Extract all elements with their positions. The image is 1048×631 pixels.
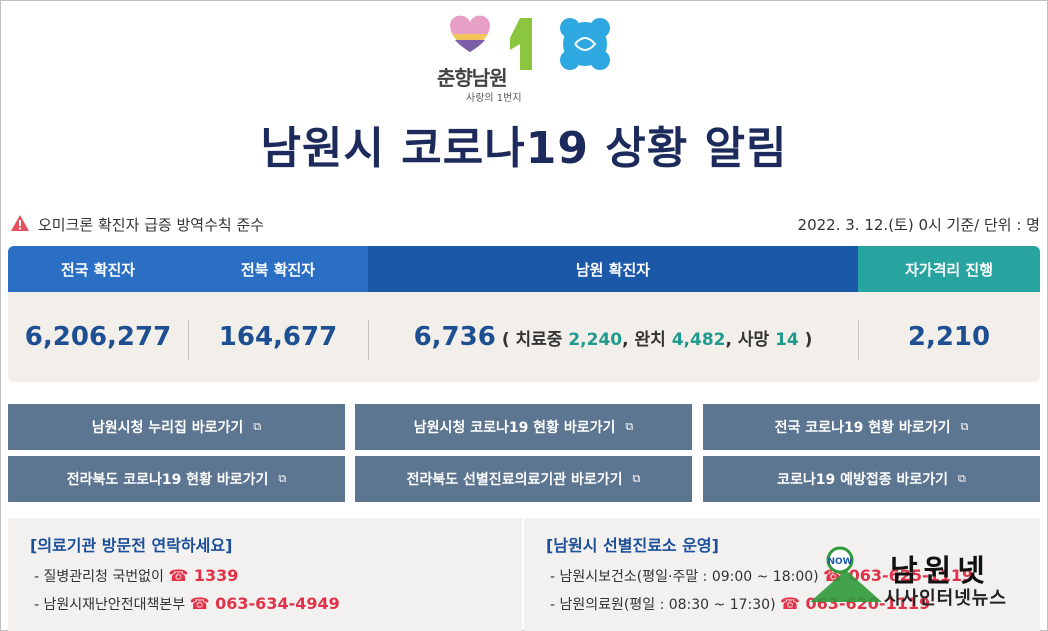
divider (188, 320, 189, 360)
logo-tagline: 사랑의 1번지 (466, 93, 522, 104)
external-link-icon: ⧉ (278, 472, 287, 485)
isolation-count: 2,210 (907, 322, 991, 352)
header-jeonbuk: 전북 확진자 (240, 260, 316, 279)
link-button-namwon-home[interactable]: 남원시청 누리집 바로가기 ⧉ (8, 404, 345, 450)
page-title: 남원시 코로나19 상황 알림 (260, 123, 788, 174)
clinic-panel: [남원시 선별진료소 운영] - 남원시보건소(평일·주말 : 09:00 ~ … (524, 518, 1040, 631)
warning-icon (11, 215, 29, 231)
external-link-icon: ⧉ (632, 472, 641, 485)
link-label: 전라북도 선별진료의료기관 바로가기 (406, 472, 623, 488)
link-label: 전라북도 코로나19 현황 바로가기 (66, 472, 269, 488)
national-count: 6,206,277 (24, 322, 172, 352)
stats-panel: 전국 확진자 전북 확진자 남원 확진자 자가격리 진행 6,206,277 1… (8, 246, 1040, 382)
clinic-line: - 남원시보건소(평일·주말 : 09:00 ~ 18:00) ☎ 063-62… (550, 566, 973, 586)
link-button-vaccination[interactable]: 코로나19 예방접종 바로가기 ⧉ (703, 456, 1040, 502)
recovered-count: 4,482 (671, 329, 726, 350)
divider (368, 320, 369, 360)
external-link-icon: ⧉ (960, 420, 969, 433)
clinic-label: - 남원시보건소(평일·주말 : 09:00 ~ 18:00) (550, 569, 824, 585)
external-link-icon: ⧉ (253, 420, 262, 433)
link-label: 남원시청 코로나19 현황 바로가기 (413, 420, 616, 436)
contact-line: - 질병관리청 국번없이 ☎ 1339 (34, 566, 238, 586)
contact-line: - 남원시재난안전대책본부 ☎ 063-634-4949 (34, 594, 340, 614)
divider (858, 320, 859, 360)
logo-brand-text: 춘향남원 (437, 66, 508, 90)
header-national: 전국 확진자 (60, 260, 136, 279)
death-label: , 사망 (725, 329, 776, 350)
link-button-national-covid[interactable]: 전국 코로나19 현황 바로가기 ⧉ (703, 404, 1040, 450)
clinic-label: - 남원의료원(평일 : 08:30 ~ 17:30) (550, 597, 780, 613)
contact-panel: [의료기관 방문전 연락하세요] - 질병관리청 국번없이 ☎ 1339 - 남… (8, 518, 522, 631)
namwon-logo-icon (450, 15, 610, 70)
notice-text: 오미크론 확진자 급증 방역수칙 준수 (38, 216, 265, 234)
link-label: 남원시청 누리집 바로가기 (91, 420, 244, 436)
basis-date-text: 2022. 3. 12.(토) 0시 기준/ 단위 : 명 (797, 216, 1040, 234)
phone-number: ☎ 1339 (168, 566, 239, 585)
namwon-detail: ( 치료중 2,240, 완치 4,482, 사망 14 ) (502, 325, 813, 350)
contact-label: - 질병관리청 국번없이 (34, 569, 169, 585)
watermark-name: 남원넷 (890, 554, 991, 589)
namwon-count: 6,736 (413, 322, 496, 352)
contact-label: - 남원시재난안전대책본부 (34, 597, 190, 613)
notice-row: 오미크론 확진자 급증 방역수칙 준수 2022. 3. 12.(토) 0시 기… (10, 212, 1040, 236)
external-link-icon: ⧉ (625, 420, 634, 433)
namwon-count-cell: 6,736 ( 치료중 2,240, 완치 4,482, 사망 14 ) (368, 292, 858, 382)
jeonbuk-count: 164,677 (218, 322, 338, 352)
contact-title: [의료기관 방문전 연락하세요] (30, 536, 233, 555)
watermark-subtitle: 시사인터넷뉴스 (884, 588, 1007, 609)
death-count: 14 (775, 329, 799, 350)
header-isolation: 자가격리 진행 (858, 246, 1040, 292)
header-namwon: 남원 확진자 (368, 246, 858, 292)
phone-number: ☎ 063-634-4949 (189, 594, 340, 613)
clinic-title: [남원시 선별진료소 운영] (546, 536, 719, 555)
link-label: 코로나19 예방접종 바로가기 (777, 472, 949, 488)
link-button-jeonbuk-clinics[interactable]: 전라북도 선별진료의료기관 바로가기 ⧉ (355, 456, 692, 502)
detail-open: ( 치료중 (501, 329, 569, 350)
svg-text:NOW: NOW (827, 557, 852, 567)
external-link-icon: ⧉ (958, 472, 966, 485)
phone-number: ☎ 063-625-1119 (823, 566, 974, 585)
link-button-namwon-covid[interactable]: 남원시청 코로나19 현황 바로가기 ⧉ (355, 404, 692, 450)
detail-close: ) (798, 329, 813, 350)
namwonnet-watermark-icon: NOW (810, 546, 882, 602)
stats-header-group: 전국 확진자 전북 확진자 (8, 246, 368, 292)
treating-count: 2,240 (568, 329, 623, 350)
link-button-jeonbuk-covid[interactable]: 전라북도 코로나19 현황 바로가기 ⧉ (8, 456, 345, 502)
recovered-label: , 완치 (622, 329, 672, 350)
link-label: 전국 코로나19 현황 바로가기 (774, 420, 951, 436)
